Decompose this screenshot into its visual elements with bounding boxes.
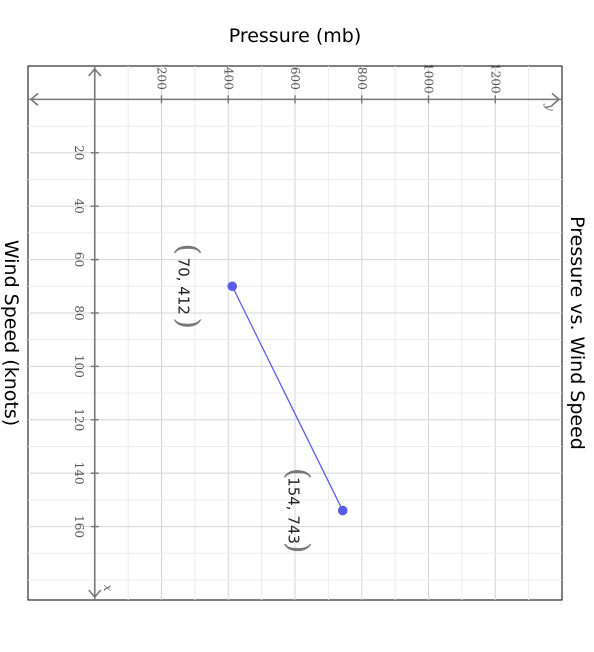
tick-labels: 200 400 600 800 1000 1200 20 40 60 80 100 120 140 160 — [72, 63, 503, 538]
data-labels: (70, 412)(154, 743) — [170, 243, 315, 553]
x-tick-label: 80 — [72, 305, 86, 320]
data-label: (70, 412) — [170, 243, 205, 329]
label-paren-close: ) — [170, 317, 205, 329]
y-tick-label: 600 — [288, 67, 302, 90]
y-tick-label: 400 — [221, 67, 235, 90]
data-point — [227, 281, 238, 292]
x-axis-letter: x — [101, 585, 115, 592]
y-axis-arrow-right — [551, 92, 561, 106]
x-tick-label: 20 — [72, 145, 86, 160]
y-axis-letter: y — [543, 103, 557, 111]
x-tick-label: 120 — [72, 408, 86, 431]
label-paren-open: ( — [281, 468, 316, 480]
x-axis-arrow-top — [88, 67, 102, 77]
x-tick-label: 100 — [72, 355, 86, 378]
chart-title: Pressure vs. Wind Speed — [566, 216, 588, 450]
x-tick-label: 140 — [72, 462, 86, 485]
y-tick-label: 800 — [355, 67, 369, 90]
y-tick-label: 1200 — [488, 63, 502, 94]
x-axis-arrow-bottom — [88, 589, 102, 599]
data-label-text: 154, 743 — [285, 477, 303, 544]
data-label-text: 70, 412 — [174, 258, 192, 315]
x-axis-title: Wind Speed (knots) — [0, 240, 22, 426]
series-line — [231, 285, 344, 511]
label-paren-open: ( — [170, 243, 205, 255]
label-paren-close: ) — [281, 542, 316, 554]
x-tick-label: 160 — [72, 515, 86, 538]
plot-area: x y 200 400 600 800 1000 1200 20 40 60 80 100 120 140… — [27, 63, 563, 601]
series-layer — [227, 281, 348, 516]
y-tick-label: 200 — [155, 67, 169, 90]
x-tick-label: 60 — [72, 252, 86, 267]
y-axis-title: Pressure (mb) — [229, 25, 362, 47]
y-axis-arrow-left — [29, 92, 39, 106]
grid — [28, 66, 562, 600]
x-tick-label: 40 — [72, 199, 86, 214]
y-tick-label: 1000 — [422, 63, 436, 94]
data-label: (154, 743) — [281, 468, 316, 554]
data-point — [337, 505, 348, 516]
